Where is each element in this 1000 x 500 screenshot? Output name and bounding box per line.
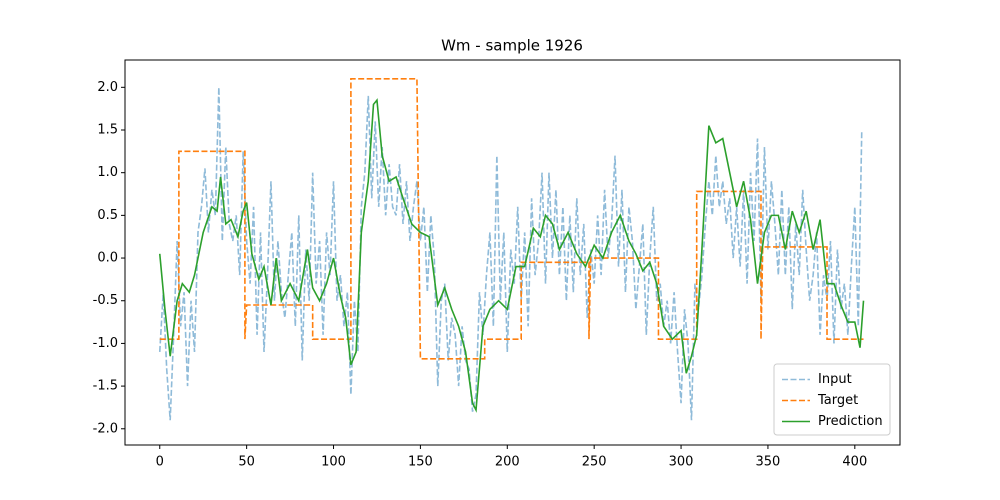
legend-label: Target (817, 393, 858, 408)
chart-title: Wm - sample 1926 (441, 37, 583, 55)
y-tick-label: 1.5 (97, 123, 118, 138)
x-tick-label: 100 (321, 455, 346, 470)
series-line (159, 77, 864, 360)
y-tick-label: -1.5 (93, 379, 118, 394)
legend-box (773, 363, 891, 436)
y-tick-label: 0.0 (97, 251, 118, 266)
plot-frame (124, 59, 901, 446)
x-tick-label: 300 (669, 455, 694, 470)
y-tick-label: 1.0 (97, 165, 118, 180)
x-tick-label: 50 (238, 455, 255, 470)
y-tick-label: 2.0 (97, 80, 118, 95)
x-tick-label: 250 (582, 455, 607, 470)
x-tick-label: 400 (842, 455, 867, 470)
x-tick-label: 200 (495, 455, 520, 470)
y-tick-label: 0.5 (97, 208, 118, 223)
series-line (158, 98, 865, 413)
legend-label: Input (818, 372, 852, 387)
y-tick-label: -2.0 (93, 421, 118, 436)
legend-label: Prediction (818, 414, 883, 429)
x-tick-label: 150 (408, 455, 433, 470)
x-tick-label: 350 (756, 455, 781, 470)
y-tick-label: -0.5 (93, 293, 118, 308)
y-tick-label: -1.0 (93, 336, 118, 351)
x-tick-label: 0 (156, 455, 164, 470)
